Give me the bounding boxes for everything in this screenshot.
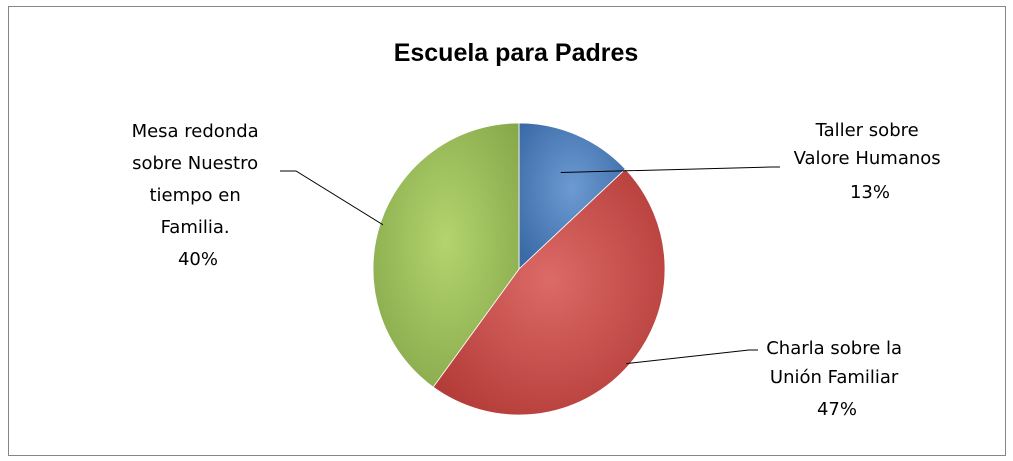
slice-label-1-percent: 47% bbox=[817, 399, 857, 420]
slice-label-2-line-3: Familia. bbox=[161, 217, 230, 238]
leader-line-1 bbox=[626, 349, 758, 365]
pie-slice-1 bbox=[432, 168, 666, 416]
pie-slice-0 bbox=[518, 122, 626, 270]
slice-label-2-line-2: tiempo en bbox=[149, 185, 240, 206]
slice-label-0-line-0: Taller sobre bbox=[815, 120, 919, 141]
slice-label-2-percent: 40% bbox=[178, 249, 218, 270]
slice-label-1: Charla sobre la Unión Familiar 47% bbox=[766, 338, 908, 420]
chart-title: Escuela para Padres bbox=[394, 39, 639, 67]
slice-label-1-line-0: Charla sobre la bbox=[766, 338, 902, 359]
leader-lines bbox=[280, 166, 780, 365]
pie-slices bbox=[372, 122, 666, 416]
leader-line-2 bbox=[280, 170, 384, 226]
svg-text:Charla sobre la Unión Fa: Charla sobre la Unión Familiar 47% bbox=[766, 338, 908, 420]
slice-label-2-line-1: sobre Nuestro bbox=[132, 153, 258, 174]
slice-label-0-line-1: Valore Humanos bbox=[794, 148, 941, 169]
svg-text:Mesa redonda sobre Nuest: Mesa redonda sobre Nuestro tiempo en Fam… bbox=[132, 121, 265, 270]
slice-label-0-percent: 13% bbox=[850, 182, 890, 203]
slice-label-2-line-0: Mesa redonda bbox=[132, 121, 259, 142]
pie-slice-2 bbox=[372, 122, 520, 388]
slice-label-0: Taller sobre Valore Humanos 13% bbox=[794, 120, 947, 203]
svg-text:Taller sobre Valore Huma: Taller sobre Valore Humanos 13% bbox=[794, 120, 947, 203]
slice-label-1-line-1: Unión Familiar bbox=[770, 367, 899, 388]
slice-label-2: Mesa redonda sobre Nuestro tiempo en Fam… bbox=[132, 121, 265, 270]
leader-line-0 bbox=[560, 166, 780, 174]
